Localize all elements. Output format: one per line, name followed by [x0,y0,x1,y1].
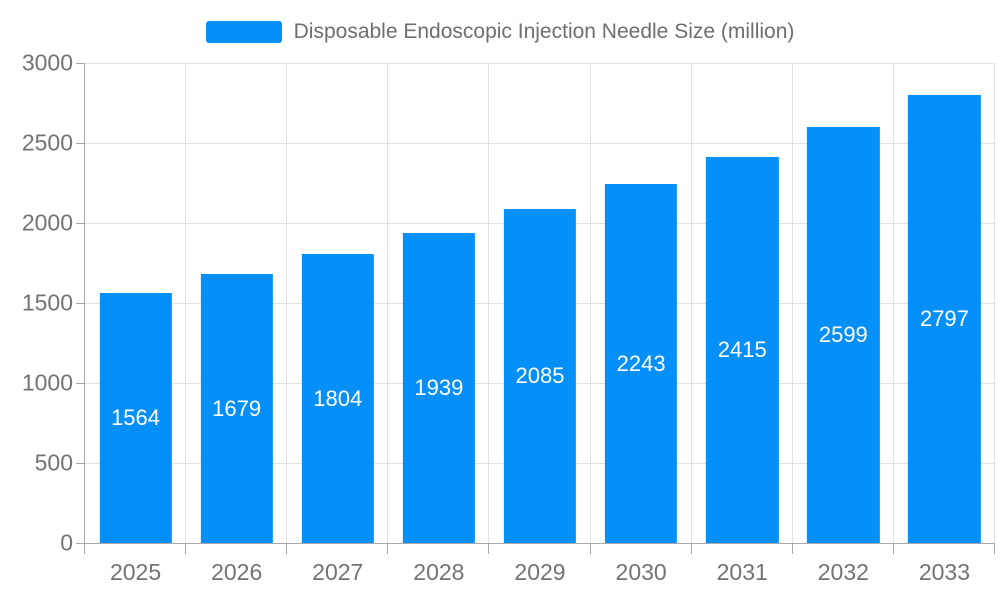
bar[interactable]: 1679 [200,274,273,543]
y-axis-tick [76,383,84,385]
bar[interactable]: 2797 [908,95,981,543]
y-tick-label: 1000 [21,369,73,396]
gridline-vertical [286,63,288,543]
x-tick-label: 2025 [109,559,162,585]
bar-value-label: 1679 [212,395,262,421]
gridline-vertical [589,63,591,543]
gridline-horizontal [85,63,995,64]
x-axis-tick [690,543,692,554]
gridline-vertical [488,63,490,543]
x-tick-label: 2030 [615,559,667,585]
x-axis-tick [286,543,288,554]
legend-label[interactable]: Disposable Endoscopic Injection Needle S… [293,20,795,43]
bar-value-label: 2085 [515,363,565,389]
x-tick-label: 2031 [716,559,768,585]
plot-area: 1564 1679 1804 1939 2085 2243 2415 2599 2797 [76,63,995,554]
bar[interactable]: 1804 [301,254,374,543]
y-tick-label: 3000 [21,49,73,76]
y-tick-label: 500 [34,449,73,476]
gridline-vertical [994,63,995,543]
gridline-vertical [185,63,187,543]
x-tick-label: 2028 [413,559,465,585]
x-tick-label: 2032 [817,559,869,585]
bar[interactable]: 1939 [402,232,476,543]
legend-swatch[interactable] [205,20,282,43]
x-tick-label: 2033 [918,559,971,585]
x-axis-labels: 2025 2026 2027 2028 2029 2030 2031 2032 2033 [85,559,995,589]
x-axis-tick [791,543,793,554]
x-tick-label: 2029 [514,559,566,585]
x-axis-tick [185,543,187,554]
bar[interactable]: 2415 [706,156,779,543]
y-axis-tick [76,63,84,64]
bar-value-label: 1564 [111,404,161,430]
gridline-vertical [690,63,692,543]
y-tick-label: 2000 [21,209,73,236]
y-tick-label: 1500 [21,289,73,316]
bar[interactable]: 2243 [604,184,678,543]
bar[interactable]: 2599 [807,127,880,543]
y-axis-line [84,63,85,543]
bar[interactable]: 1564 [99,292,172,543]
gridline-vertical [387,63,389,543]
x-axis-tick [387,543,389,554]
x-axis-tick [488,543,490,554]
legend[interactable]: Disposable Endoscopic Injection Needle S… [0,20,1000,43]
y-tick-label: 2500 [21,129,73,156]
x-axis-line [84,543,995,544]
y-tick-label: 0 [60,529,73,556]
x-axis-tick [589,543,591,554]
y-axis-labels: 0 500 1000 1500 2000 2500 3000 [0,51,73,554]
x-tick-label: 2027 [312,559,364,585]
x-axis-tick [994,543,995,554]
bar-value-label: 1804 [313,385,363,411]
bar-value-label: 1939 [414,374,464,400]
y-axis-tick [76,543,84,544]
y-axis-tick [76,223,84,225]
bar-value-label: 2415 [717,336,767,362]
x-axis-tick [84,543,85,554]
gridline-vertical [791,63,793,543]
y-axis-tick [76,303,84,304]
x-tick-label: 2026 [211,559,263,585]
gridline-horizontal [85,143,995,144]
gridline-vertical [892,63,894,543]
bar-value-label: 2797 [919,306,969,332]
y-axis-tick [76,143,84,144]
y-axis-tick [76,463,84,465]
bar-value-label: 2243 [616,350,666,376]
bar[interactable]: 2085 [503,209,577,543]
bar-value-label: 2599 [818,322,868,348]
x-axis-tick [892,543,894,554]
